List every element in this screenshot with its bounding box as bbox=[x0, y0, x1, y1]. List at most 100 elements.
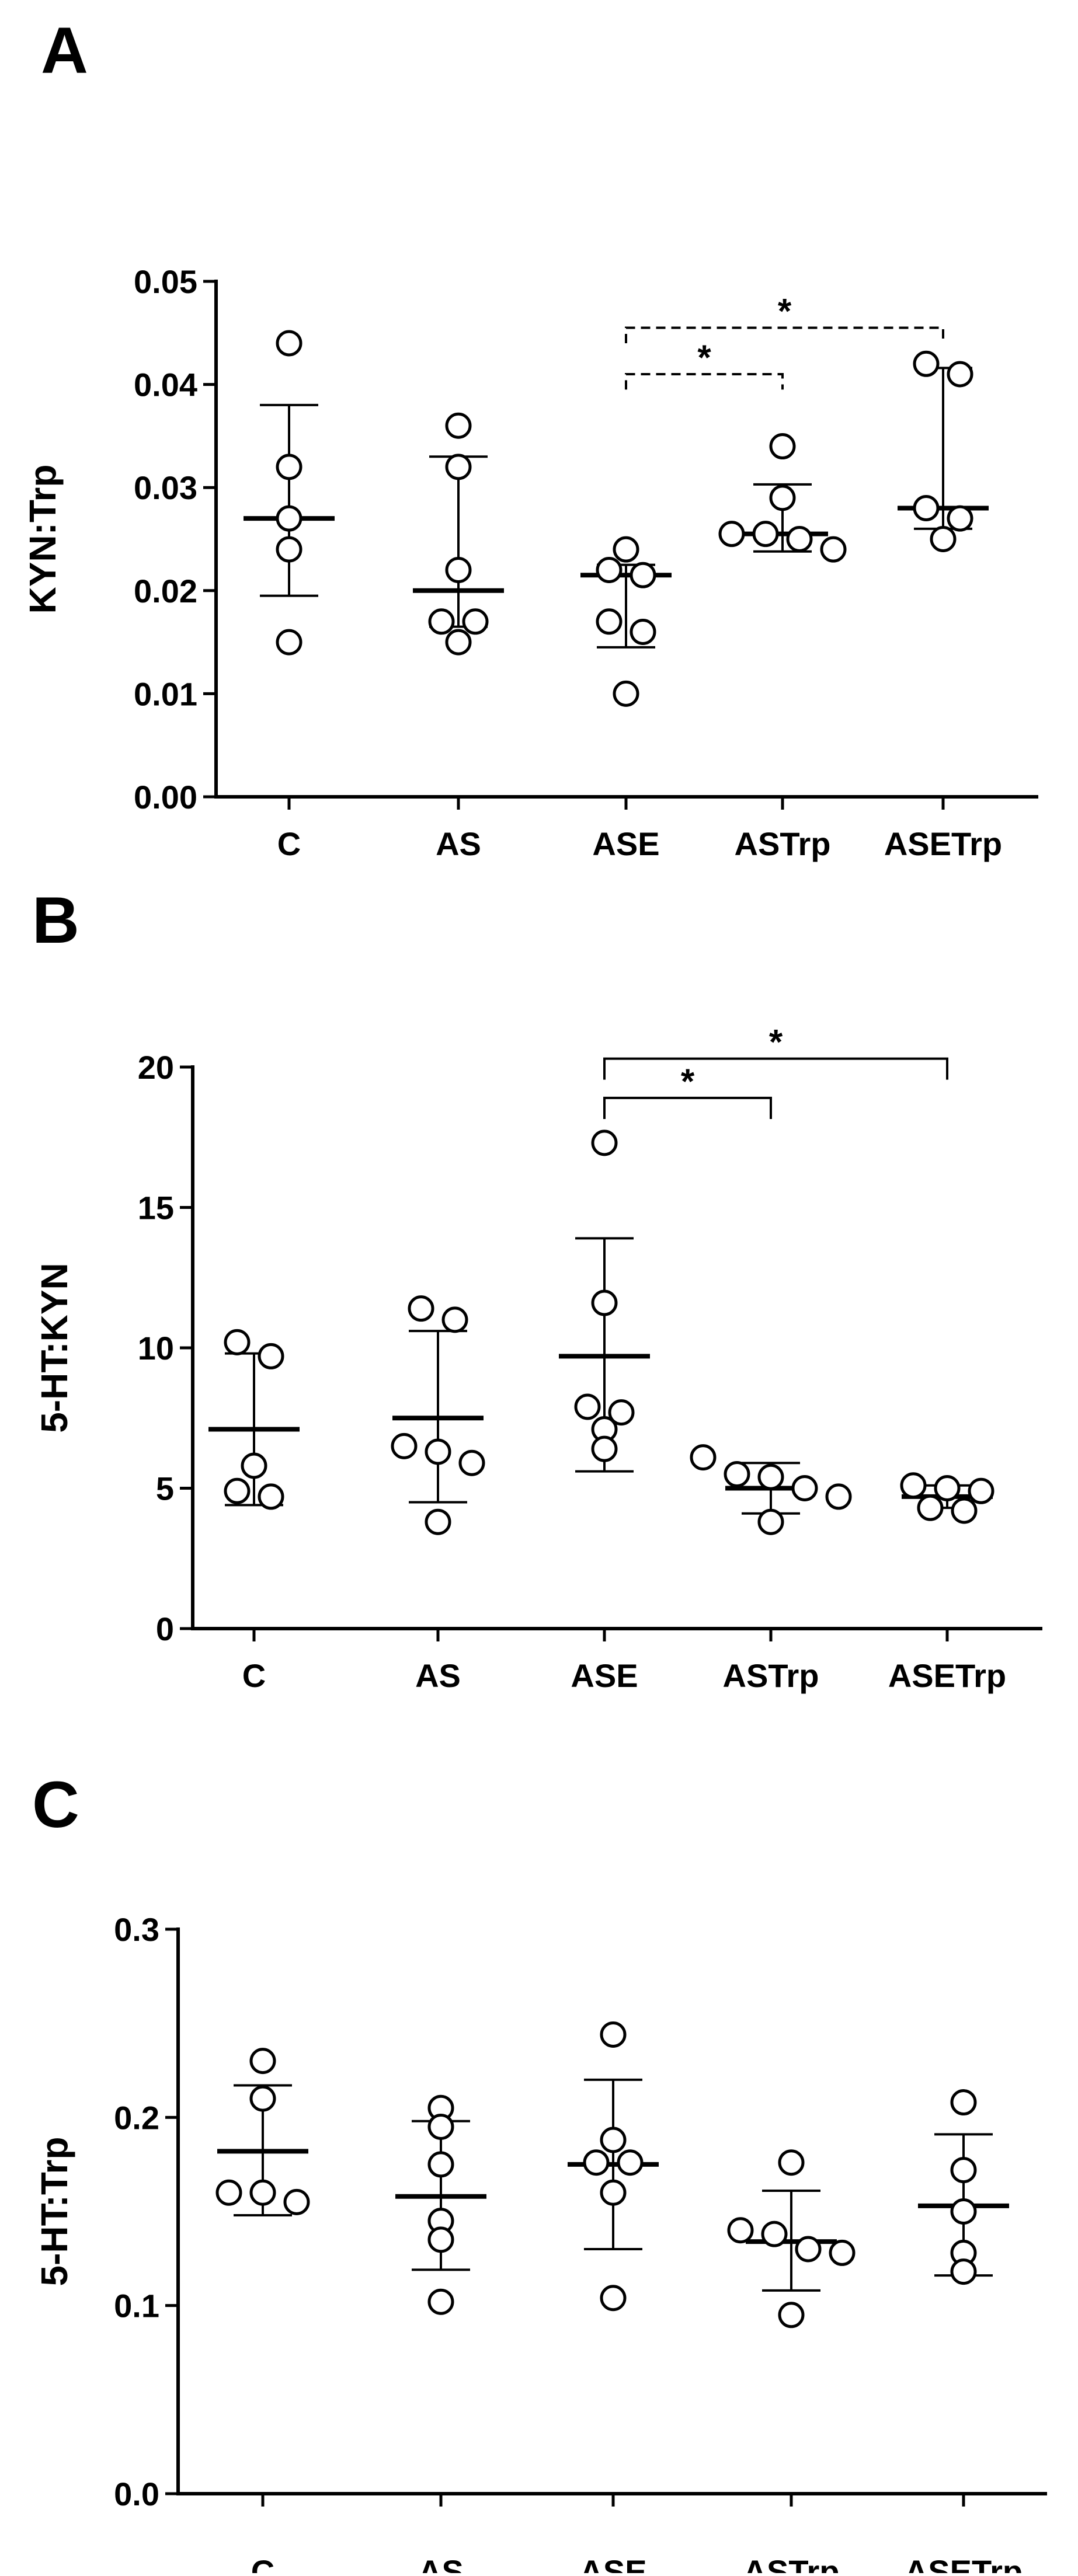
x-tick-label: ASETrp bbox=[888, 1657, 1006, 1694]
data-point bbox=[757, 1463, 784, 1490]
data-point bbox=[458, 1449, 485, 1476]
group-ASE bbox=[559, 1130, 650, 1473]
data-point bbox=[947, 361, 973, 388]
data-point bbox=[930, 526, 957, 552]
group-AS bbox=[395, 2094, 486, 2315]
data-point bbox=[258, 1483, 284, 1510]
x-tick-label: ASE bbox=[592, 825, 659, 862]
significance-bracket bbox=[625, 326, 944, 343]
data-point bbox=[445, 629, 472, 656]
x-tick-label: ASTrp bbox=[723, 1657, 819, 1694]
data-point bbox=[241, 1452, 267, 1479]
data-point bbox=[727, 2217, 754, 2244]
significance-star: * bbox=[697, 338, 711, 377]
data-point bbox=[462, 608, 489, 635]
y-tick-label: 5 bbox=[156, 1470, 174, 1507]
y-axis-label: KYN:Trp bbox=[22, 465, 64, 614]
y-tick-label: 15 bbox=[138, 1190, 174, 1226]
group-ASETrp bbox=[898, 350, 989, 552]
data-point bbox=[428, 608, 455, 635]
significance-bracket bbox=[625, 372, 784, 390]
group-AS bbox=[413, 412, 504, 656]
y-tick-label: 10 bbox=[138, 1330, 174, 1367]
data-point bbox=[900, 1472, 927, 1499]
x-tick-label: AS bbox=[436, 825, 481, 862]
data-point bbox=[724, 1460, 750, 1487]
x-tick-label: AS bbox=[418, 2553, 464, 2573]
data-point bbox=[950, 2089, 977, 2116]
data-point bbox=[791, 1475, 818, 1501]
data-point bbox=[825, 1483, 852, 1510]
data-point bbox=[596, 608, 623, 635]
panel-B: B 5-HT:KYN 0 5 10 15 20 C AS ASE ASTrp ASETrp * * bbox=[32, 884, 1042, 1694]
data-point bbox=[427, 2288, 454, 2315]
data-point bbox=[778, 2149, 805, 2176]
data-point bbox=[224, 1329, 251, 1355]
data-point bbox=[441, 1306, 468, 1333]
y-tick-label: 0.03 bbox=[134, 469, 197, 506]
x-tick-label: AS bbox=[415, 1657, 461, 1694]
data-point bbox=[591, 1289, 618, 1316]
y-tick-label: 0.02 bbox=[134, 573, 197, 609]
data-point bbox=[950, 2258, 977, 2285]
group-ASTrp bbox=[727, 2149, 856, 2328]
data-point bbox=[276, 629, 302, 656]
significance-star: * bbox=[681, 1062, 695, 1101]
data-point bbox=[913, 350, 940, 377]
data-point bbox=[913, 495, 940, 522]
data-point bbox=[427, 2113, 454, 2140]
data-point bbox=[950, 2157, 977, 2184]
group-ASE bbox=[568, 2021, 659, 2312]
data-point bbox=[600, 2021, 627, 2048]
panel-C: C 5-HT:Trp 0.0 0.1 0.2 0.3 C AS ASE ASTrp ASETrp bbox=[32, 1768, 1047, 2576]
x-tick-label: ASTrp bbox=[743, 2553, 840, 2573]
data-point bbox=[427, 2226, 454, 2253]
data-point bbox=[761, 2221, 788, 2247]
group-C bbox=[215, 2048, 310, 2216]
panel-letter: B bbox=[32, 884, 79, 957]
data-point bbox=[757, 1508, 784, 1535]
data-point bbox=[608, 1399, 635, 1426]
data-point bbox=[445, 412, 472, 439]
y-tick-label: 0.01 bbox=[134, 675, 197, 712]
y-tick-label: 0.3 bbox=[114, 1911, 159, 1948]
y-tick-label: 0 bbox=[156, 1611, 174, 1647]
data-point bbox=[820, 536, 847, 563]
y-tick-label: 0.04 bbox=[134, 367, 197, 403]
y-tick-label: 0.2 bbox=[114, 2099, 159, 2136]
x-tick-label: C bbox=[242, 1657, 266, 1694]
data-point bbox=[276, 454, 302, 480]
significance-bracket bbox=[603, 1096, 772, 1119]
data-point bbox=[769, 484, 796, 511]
data-point bbox=[258, 1343, 284, 1369]
data-point bbox=[951, 1497, 978, 1524]
y-tick-label: 20 bbox=[138, 1049, 174, 1086]
y-tick-label: 0.0 bbox=[114, 2476, 159, 2512]
data-point bbox=[968, 1477, 994, 1504]
data-point bbox=[445, 556, 472, 583]
data-point bbox=[583, 2149, 610, 2176]
data-point bbox=[630, 562, 656, 588]
data-point bbox=[276, 330, 302, 357]
data-point bbox=[917, 1494, 944, 1521]
data-point bbox=[795, 2236, 822, 2263]
group-C bbox=[244, 330, 335, 656]
group-ASETrp bbox=[900, 1472, 994, 1524]
panel-letter: A bbox=[41, 14, 88, 87]
group-AS bbox=[391, 1295, 485, 1535]
data-point bbox=[934, 1475, 961, 1501]
data-point bbox=[769, 433, 796, 460]
data-point bbox=[613, 680, 639, 707]
data-point bbox=[425, 1438, 451, 1465]
x-tick-label: ASE bbox=[571, 1657, 638, 1694]
x-tick-label: ASTrp bbox=[735, 825, 831, 862]
data-point bbox=[445, 454, 472, 480]
data-point bbox=[600, 2127, 627, 2153]
data-point bbox=[276, 536, 302, 563]
data-point bbox=[617, 2149, 644, 2176]
data-point bbox=[276, 505, 302, 532]
x-tick-label: ASETrp bbox=[884, 825, 1002, 862]
group-ASETrp bbox=[918, 2089, 1009, 2285]
panel-A: A KYN:Trp 0.00 0.01 0.02 0.03 0.04 0.05 C AS ASE AS… bbox=[22, 14, 1038, 862]
y-tick-label: 0.00 bbox=[134, 779, 197, 815]
